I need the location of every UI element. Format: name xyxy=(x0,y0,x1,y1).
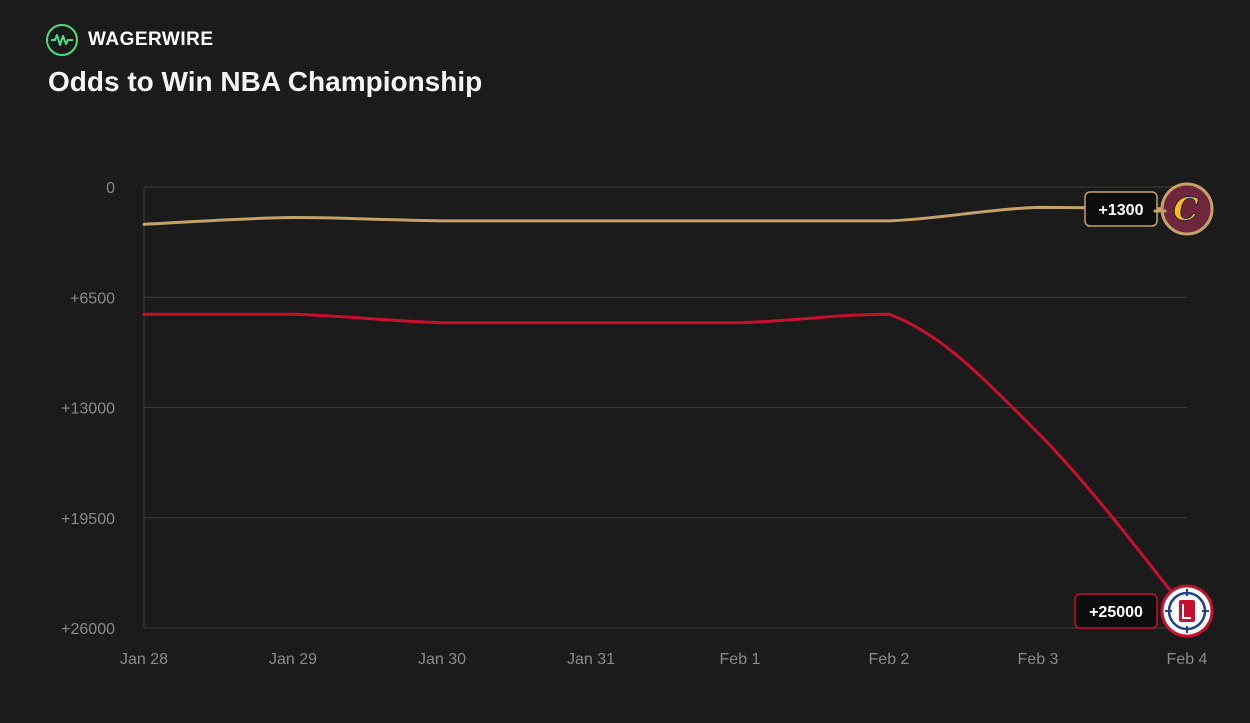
grid-lines xyxy=(144,186,1187,629)
x-tick-label: Jan 30 xyxy=(418,651,466,668)
clippers-logo-icon xyxy=(1160,584,1214,638)
series-lines xyxy=(142,205,1189,613)
series-line xyxy=(142,312,1189,613)
x-tick-label: Feb 4 xyxy=(1167,651,1208,668)
end-value-badge: +1300 xyxy=(1084,191,1158,227)
end-markers: +1300 C +25000 xyxy=(1074,182,1214,638)
x-tick-label: Feb 3 xyxy=(1018,651,1059,668)
svg-text:+25000: +25000 xyxy=(1089,604,1143,621)
x-tick-label: Jan 29 xyxy=(269,651,317,668)
pulse-wave-icon xyxy=(46,24,78,56)
x-tick-label: Feb 1 xyxy=(720,651,761,668)
svg-text:C: C xyxy=(1173,190,1199,228)
y-tick-label: +6500 xyxy=(70,290,115,307)
axes: 0 +6500 +13000 +19500 +26000 Jan 28 Jan 29 Jan … xyxy=(61,180,1207,668)
end-value-badge: +25000 xyxy=(1074,593,1158,629)
y-tick-label: +13000 xyxy=(61,401,115,418)
series-line xyxy=(142,205,1189,226)
y-tick-label: +26000 xyxy=(61,621,115,638)
x-tick-label: Jan 31 xyxy=(567,651,615,668)
chart-title: Odds to Win NBA Championship xyxy=(48,66,483,97)
brand: WAGERWIRE xyxy=(46,24,214,56)
x-tick-label: Jan 28 xyxy=(120,651,168,668)
x-tick-label: Feb 2 xyxy=(869,651,910,668)
brand-name: WAGERWIRE xyxy=(88,29,214,50)
cavaliers-logo-icon: C xyxy=(1153,182,1214,236)
y-tick-label: 0 xyxy=(106,180,115,197)
y-tick-label: +19500 xyxy=(61,511,115,528)
svg-text:+1300: +1300 xyxy=(1099,202,1144,219)
